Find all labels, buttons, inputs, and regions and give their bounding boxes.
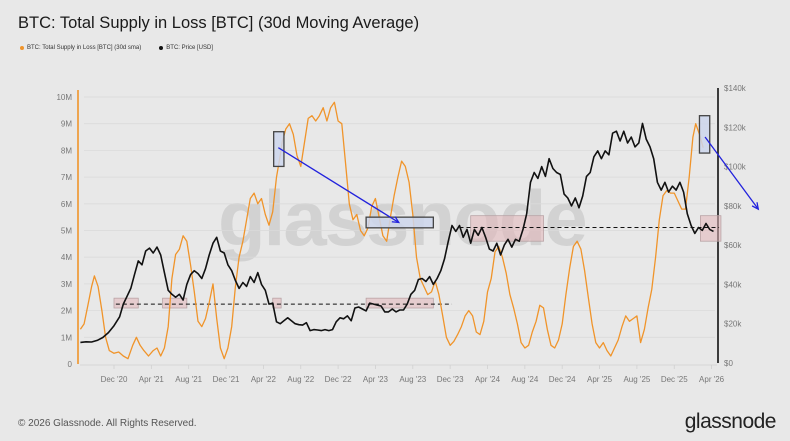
y-right-tick-label: $60k (724, 241, 742, 250)
y-left-tick-label: 4M (61, 253, 72, 262)
y-left-tick-label: 1M (61, 333, 72, 342)
y-right-tick-label: $40k (724, 280, 742, 289)
arrow-line (704, 136, 759, 210)
overlay-boxes (273, 115, 711, 229)
y-axis-right: $0 $20k $40k $60k $80k $100k $120k $140k (717, 84, 747, 368)
x-tick-label: Dec '25 (661, 375, 688, 384)
arrow-head-icon (751, 202, 760, 211)
support-zone-box (365, 297, 434, 309)
legend-dot-black-icon (159, 46, 164, 50)
support-zone-box (162, 297, 188, 309)
y-left-tick-label: 0 (68, 360, 73, 369)
glassnode-logo: glassnode (684, 410, 777, 433)
peak-zone-box (698, 115, 711, 154)
x-tick-label: Apr '23 (363, 375, 389, 384)
legend-label: BTC: Price [USD] (166, 45, 213, 51)
chart-legend: BTC: Total Supply in Loss [BTC] (30d sma… (20, 45, 213, 51)
copyright-text: © 2026 Glassnode. All Rights Reserved. (18, 418, 197, 429)
highlight-boxes (113, 215, 722, 309)
annotation-arrows (277, 136, 760, 224)
series-price-line (80, 122, 714, 344)
peak-zone-box (273, 131, 285, 168)
x-tick-label: Apr '25 (587, 375, 613, 384)
x-tick-label: Apr '22 (251, 375, 277, 384)
y-left-tick-label: 2M (61, 307, 72, 316)
y-right-tick-label: $80k (724, 202, 742, 211)
arrow-head-icon (391, 216, 401, 224)
x-tick-label: Aug '24 (511, 375, 538, 384)
y-left-tick-label: 8M (61, 146, 72, 155)
x-tick-label: Dec '21 (213, 375, 240, 384)
y-right-tick-label: $120k (724, 123, 747, 132)
x-tick-label: Dec '23 (437, 375, 464, 384)
y-right-tick-label: $140k (724, 84, 747, 93)
x-tick-label: Dec '24 (549, 375, 576, 384)
x-tick-label: Aug '23 (399, 375, 426, 384)
x-tick-label: Apr '21 (139, 375, 165, 384)
y-left-tick-label: 9M (61, 120, 72, 129)
legend-item-supply-in-loss[interactable]: BTC: Total Supply in Loss [BTC] (30d sma… (20, 45, 141, 51)
arrow-line (277, 147, 400, 224)
y-right-tick-label: $100k (724, 163, 747, 172)
peak-zone-box (365, 216, 434, 229)
y-left-tick-label: 6M (61, 200, 72, 209)
legend-label: BTC: Total Supply in Loss [BTC] (30d sma… (27, 45, 142, 51)
x-tick-label: Dec '20 (101, 375, 128, 384)
x-tick-label: Aug '22 (287, 375, 314, 384)
y-left-tick-label: 10M (56, 93, 72, 102)
y-left-tick-label: 3M (61, 280, 72, 289)
x-tick-label: Aug '25 (623, 375, 650, 384)
y-axis-left: 0 1M 2M 3M 4M 5M 6M 7M 8M 9M 10M (56, 90, 79, 369)
x-tick-label: Dec '22 (325, 375, 352, 384)
reference-lines (115, 226, 720, 305)
x-tick-label: Apr '24 (475, 375, 501, 384)
chart-title: BTC: Total Supply in Loss [BTC] (30d Mov… (18, 14, 420, 32)
x-tick-label: Apr '26 (699, 375, 725, 384)
y-right-tick-label: $20k (724, 320, 742, 329)
x-tick-label: Aug '21 (175, 375, 202, 384)
legend-dot-orange-icon (20, 46, 24, 50)
series-lines (79, 101, 714, 360)
series-supply-in-loss-line (79, 101, 704, 360)
y-left-tick-label: 7M (61, 173, 72, 182)
y-right-tick-label: $0 (724, 359, 733, 368)
x-axis: Dec '20 Apr '21 Aug '21 Dec '21 Apr '22 Aug '… (101, 365, 725, 384)
legend-item-price[interactable]: BTC: Price [USD] (159, 45, 213, 51)
y-left-tick-label: 5M (61, 227, 72, 236)
